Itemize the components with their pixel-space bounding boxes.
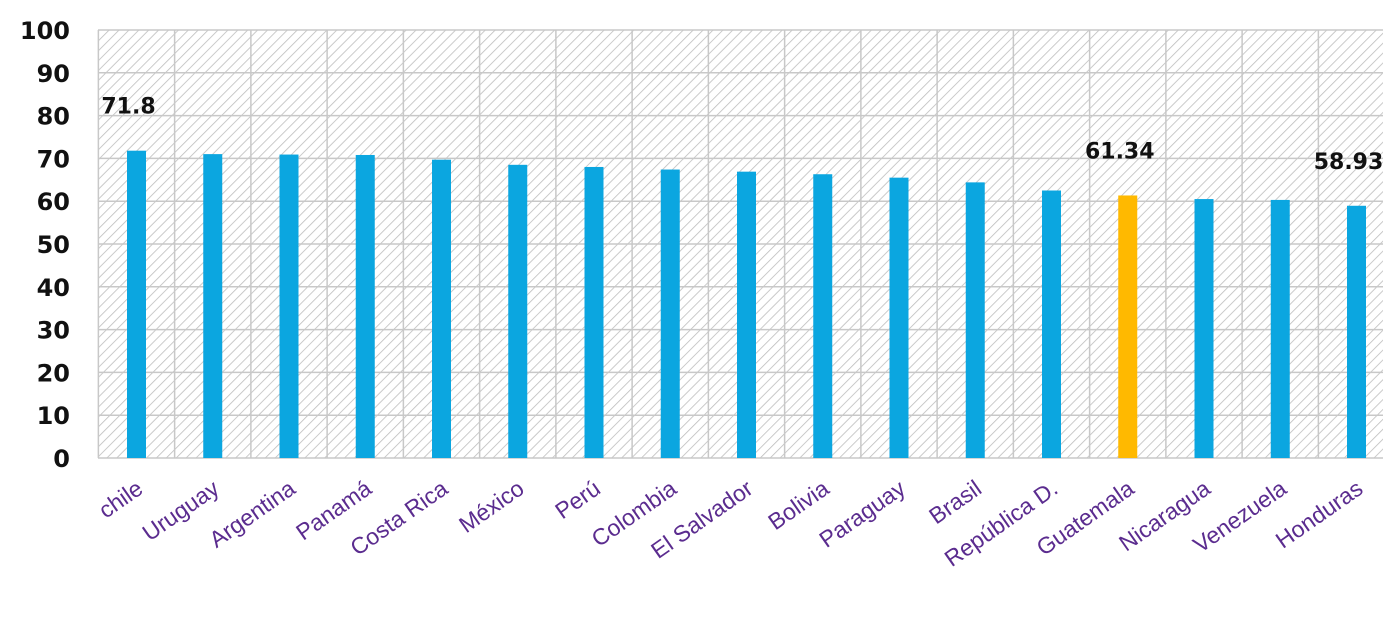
bars xyxy=(127,150,1366,459)
bar xyxy=(355,154,375,458)
bar xyxy=(127,150,146,459)
y-tick-label: 10 xyxy=(37,402,70,430)
bar xyxy=(1347,205,1366,458)
bar xyxy=(584,166,604,458)
bar xyxy=(965,182,985,459)
x-tick-label: Argentina xyxy=(204,475,300,553)
y-tick-label: 60 xyxy=(37,188,70,216)
x-tick-label: Honduras xyxy=(1271,475,1368,554)
y-tick-label: 90 xyxy=(37,60,70,88)
data-label: 61.34 xyxy=(1085,139,1155,164)
gridlines xyxy=(97,29,1383,459)
bar xyxy=(737,171,756,458)
y-tick-label: 40 xyxy=(37,274,70,302)
bar xyxy=(203,154,223,458)
x-tick-label: Paraguay xyxy=(814,475,910,553)
y-tick-label: 0 xyxy=(53,445,70,473)
bar xyxy=(1270,199,1290,458)
bar xyxy=(813,174,833,458)
y-tick-label: 50 xyxy=(37,231,70,259)
y-axis-ticks: 0 10 20 30 40 50 60 70 80 90 100 xyxy=(20,17,70,473)
y-tick-label: 70 xyxy=(37,145,70,173)
bar xyxy=(1118,195,1138,459)
bar xyxy=(432,159,451,458)
x-tick-label: México xyxy=(454,475,529,538)
y-tick-label: 80 xyxy=(37,103,70,131)
y-tick-label: 20 xyxy=(37,359,70,387)
x-tick-label: Perú xyxy=(550,475,605,524)
bar xyxy=(508,164,528,458)
data-label: 71.8 xyxy=(101,95,155,120)
y-tick-label: 30 xyxy=(37,317,70,345)
x-tick-label: chile xyxy=(94,475,148,523)
data-label: 58.93 xyxy=(1314,150,1383,175)
y-tick-label: 100 xyxy=(20,17,70,45)
bar xyxy=(1042,190,1061,458)
bar xyxy=(279,154,299,458)
x-tick-label: Brasil xyxy=(924,475,986,529)
bar xyxy=(660,169,680,458)
bar xyxy=(889,177,909,458)
bar xyxy=(1194,199,1214,458)
data-labels: 71.8 61.34 58.93 xyxy=(101,95,1383,175)
